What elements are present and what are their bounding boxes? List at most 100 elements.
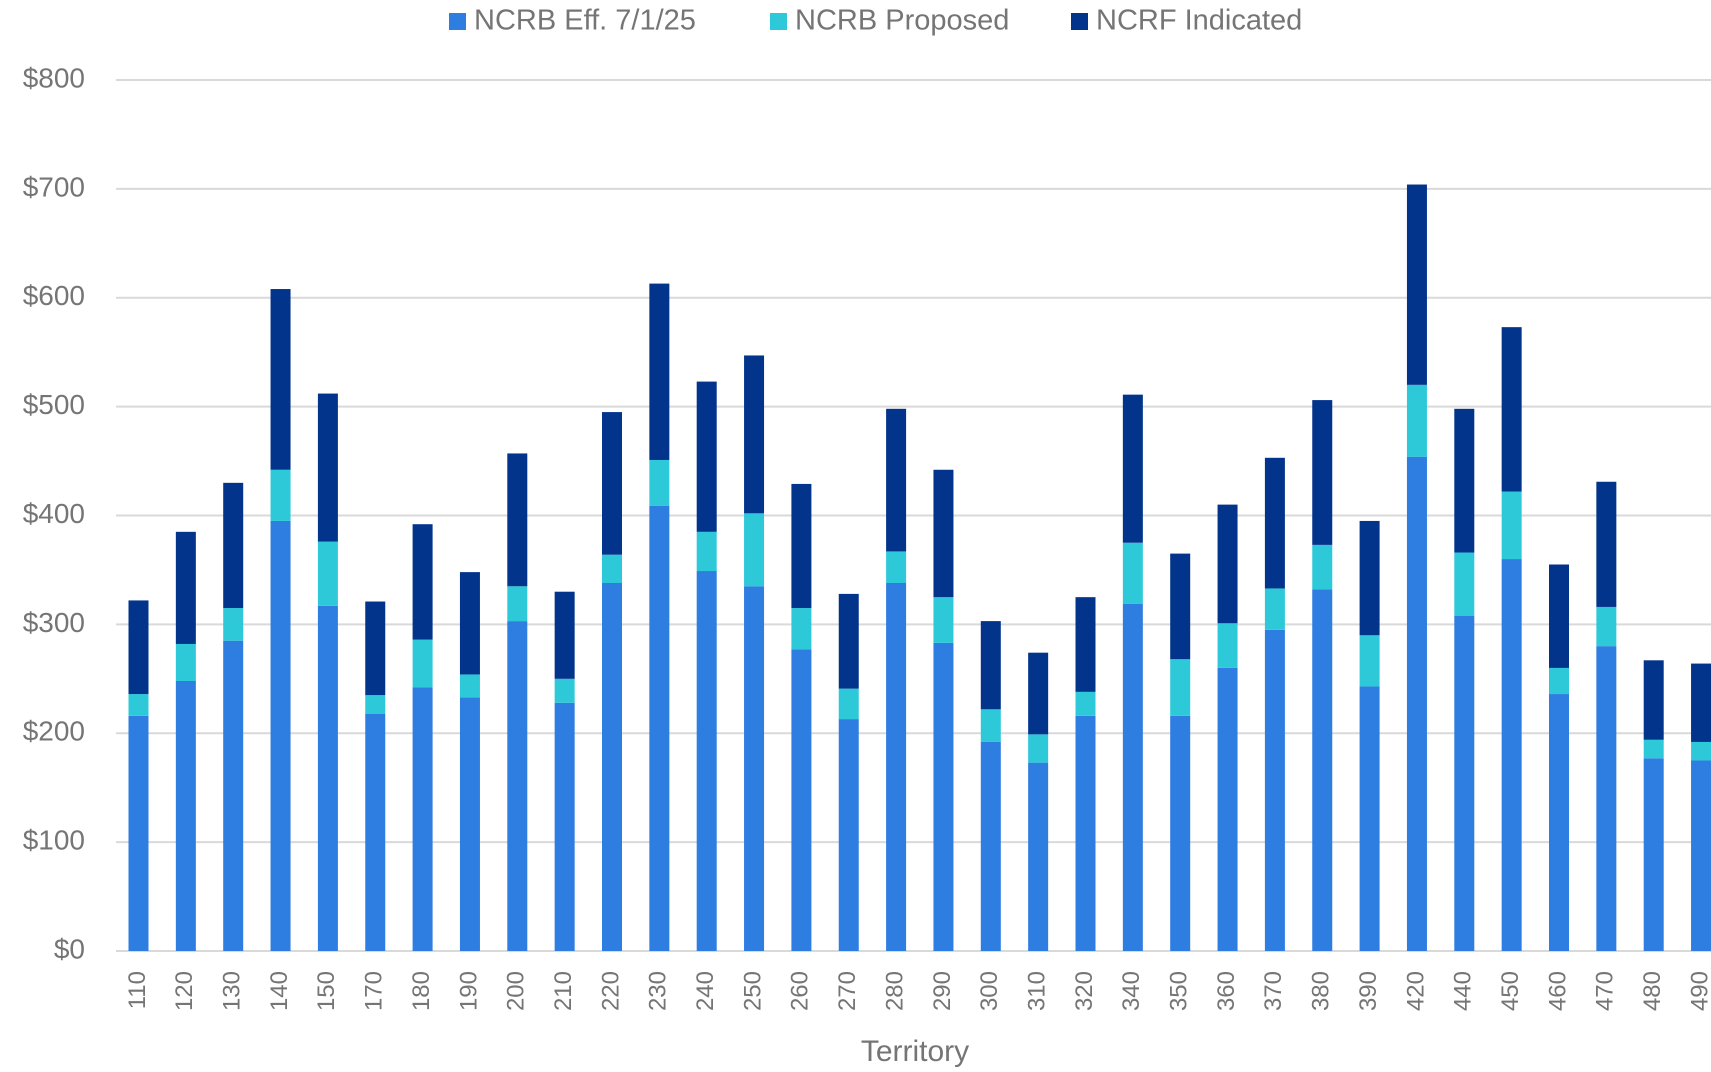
bar-segment [1075, 597, 1096, 692]
bar-segment [175, 531, 196, 644]
x-tick-label: 380 [1308, 971, 1335, 1011]
x-tick-label: 490 [1686, 971, 1711, 1011]
bar-segment [554, 591, 575, 679]
bar-segment [507, 586, 528, 622]
x-tick-label: 280 [881, 971, 908, 1011]
y-tick-label: $100 [23, 825, 85, 856]
bar-segment [459, 674, 480, 698]
bar-segment [980, 621, 1001, 710]
bar-segment [223, 640, 244, 951]
x-tick-label: 140 [266, 971, 293, 1011]
x-tick-label: 120 [171, 971, 198, 1011]
bar-segment [1549, 564, 1569, 668]
bar-segment [1691, 741, 1711, 761]
x-axis-title: Territory [861, 1035, 969, 1068]
legend-swatch [1071, 13, 1088, 30]
legend-label: NCRB Eff. 7/1/25 [474, 5, 696, 37]
bar-segment [933, 597, 954, 643]
x-tick-label: 130 [219, 971, 246, 1011]
bar-segment [1549, 667, 1569, 695]
bar-segment [980, 741, 1001, 951]
bar-segment [933, 642, 954, 951]
bar-segment [554, 702, 575, 951]
x-tick-label: 390 [1355, 971, 1382, 1011]
x-tick-label: 190 [455, 971, 482, 1011]
bar-segment [744, 586, 765, 951]
bar-segment [1170, 715, 1191, 951]
x-tick-label: 290 [929, 971, 956, 1011]
x-tick-label: 470 [1592, 971, 1619, 1011]
bar-segment [270, 469, 291, 521]
bar-segment [317, 605, 338, 951]
bar-segment [459, 697, 480, 951]
y-tick-label: $200 [23, 716, 85, 747]
x-tick-label: 230 [645, 971, 672, 1011]
bar-segment [838, 688, 859, 720]
bar-segment [1501, 559, 1522, 951]
bar-segment [1501, 327, 1522, 492]
x-tick-label: 180 [408, 971, 435, 1011]
bar-segment [1643, 660, 1664, 740]
x-tick-label: 300 [976, 971, 1003, 1011]
bar-segment [602, 554, 622, 584]
bar-segment [1312, 544, 1333, 590]
bar-segment [1691, 760, 1711, 951]
bar-segment [1217, 623, 1238, 668]
bar-segment [933, 469, 954, 598]
bar-segment [744, 513, 765, 587]
y-tick-label: $500 [23, 389, 85, 420]
bar-segment [886, 583, 907, 951]
bar-segment [602, 583, 622, 951]
legend-swatch [770, 13, 787, 30]
x-tick-label: 260 [787, 971, 814, 1011]
bar-segment [1359, 520, 1380, 636]
bar-segment [1028, 762, 1049, 951]
bar-segment [1691, 663, 1711, 742]
bar-segment [791, 608, 812, 650]
x-tick-label: 350 [1166, 971, 1193, 1011]
y-tick-label: $400 [23, 498, 85, 529]
x-tick-label: 200 [503, 971, 530, 1011]
bar-segment [791, 483, 812, 609]
y-tick-label: $800 [23, 62, 85, 93]
bar-segment [412, 639, 433, 688]
bar-segment [1406, 384, 1427, 457]
bar-segment [602, 412, 622, 555]
bar-segment [365, 713, 386, 951]
bar-segment [1264, 629, 1285, 951]
x-tick-label: 340 [1118, 971, 1145, 1011]
bar-segment [1454, 615, 1475, 951]
bar-segment [744, 355, 765, 514]
x-tick-label: 150 [313, 971, 340, 1011]
legend-swatch [449, 13, 466, 30]
bar-segment [1122, 542, 1143, 604]
bar-segment [1075, 715, 1096, 951]
bar-segment [1312, 400, 1333, 545]
y-tick-label: $600 [23, 280, 85, 311]
bar-segment [270, 520, 291, 951]
bar-segment [1028, 734, 1049, 763]
x-tick-label: 450 [1497, 971, 1524, 1011]
bar-segment [317, 541, 338, 606]
bar-segment [1217, 667, 1238, 951]
bar-segment [1596, 481, 1617, 607]
bar-segment [696, 381, 717, 532]
bar-segment [1549, 694, 1569, 951]
bar-segment [223, 482, 244, 609]
bar-segment [838, 719, 859, 951]
bar-segment [1406, 184, 1427, 385]
x-tick-label: 220 [597, 971, 624, 1011]
bar-segment [175, 643, 196, 681]
bar-segment [980, 709, 1001, 742]
bar-segment [1406, 456, 1427, 951]
bar-segment [1643, 739, 1664, 759]
bar-segment [128, 600, 149, 695]
x-tick-label: 360 [1213, 971, 1240, 1011]
bar-segment [412, 687, 433, 951]
bar-segment [838, 593, 859, 689]
x-tick-label: 250 [739, 971, 766, 1011]
bar-segment [649, 505, 670, 951]
bar-segment [649, 283, 670, 460]
x-tick-label: 480 [1639, 971, 1666, 1011]
